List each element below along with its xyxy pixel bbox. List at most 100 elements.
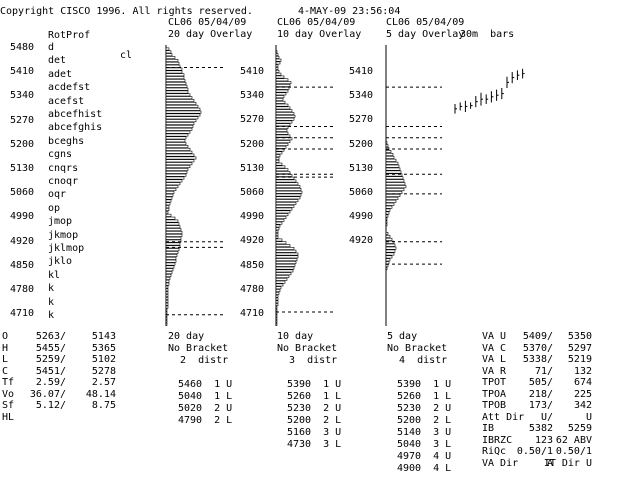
price-label: 4920 [10, 235, 35, 247]
panel-10-profile-bar [275, 190, 303, 194]
distr-row: 4730 3 L [287, 439, 342, 450]
panel-20-profile-bar [165, 136, 187, 140]
panel-5-profile-bar [385, 255, 393, 259]
panel-20-profile-bar [165, 96, 193, 100]
panel-20-profile-bar [165, 282, 170, 286]
stat-label: VA R [482, 365, 507, 377]
panel-20-title: 20 day Overlay [168, 29, 253, 40]
price-label: 4920 [349, 235, 374, 247]
price-label: 5130 [349, 162, 374, 174]
panel-20-profile-bar [165, 76, 185, 80]
panel-10-profile-bar [275, 275, 290, 278]
panel-10-profile-bar [275, 204, 295, 208]
rot-letter-row: adet [48, 68, 73, 80]
panel-10-profile-bar [275, 154, 281, 158]
panel-10-profile-bar [275, 64, 279, 68]
panel-5-profile-bar [385, 196, 399, 200]
panel-20-profile-bar [165, 239, 182, 243]
panel-20-profile-bar [165, 139, 186, 143]
panel-10-profile-bar [275, 221, 283, 225]
panel-20-profile-bar [165, 173, 187, 177]
price-label: 5130 [240, 162, 265, 174]
distr-row: 5020 2 U [178, 403, 233, 414]
panel-10-profile-bar [275, 188, 302, 191]
panel-20-profile-bar [165, 150, 193, 154]
stat-value-1: 5263/ [35, 331, 66, 342]
panel-5-profile-bar [385, 249, 396, 253]
panel-10-profile-bar [275, 179, 297, 183]
panel-5-profile-bar [385, 243, 396, 247]
rotprof-title: RotProf [48, 30, 91, 41]
panel-20-profile-bar [165, 56, 176, 60]
stat-value-1: 5.12/ [35, 400, 66, 411]
panel-10-profile-bar [275, 129, 288, 132]
stat-label: TPOT [482, 377, 507, 388]
panel-20-profile-bar [165, 299, 169, 303]
stat-label: TPOA [482, 388, 507, 400]
rot-letter-row: bceghs [48, 135, 85, 147]
distr-row: 5200 2 L [287, 415, 342, 426]
panel-10-profile-bar [275, 171, 291, 174]
panel-5-profile-bar [385, 176, 404, 180]
copyright-text: Copyright CISCO 1996. All rights reserve… [0, 6, 253, 17]
price-label: 5410 [349, 66, 374, 77]
panel-20-profile-bar [165, 199, 172, 203]
panel-20-profile-bar [165, 47, 170, 51]
panel-10-profile-bar [275, 232, 279, 236]
panel-5-profile-bar [385, 164, 400, 168]
rot-letter-row: oqr [48, 189, 67, 201]
panel-20-profile-bar [165, 319, 168, 323]
panel-10-profile-bar [275, 289, 281, 292]
panel-20-profile-bar [165, 279, 170, 283]
price-label: 5060 [10, 187, 35, 199]
distr-row: 4970 4 U [397, 451, 452, 462]
price-label: 4710 [10, 308, 35, 320]
panel-20-profile-bar [165, 133, 189, 137]
stat-label: VA L [482, 354, 507, 365]
cl-label: cl [120, 50, 133, 61]
panel-10-profile-bar [275, 50, 278, 54]
stat-label: HL [2, 411, 15, 423]
price-label: 5200 [349, 138, 374, 150]
panel-10-profile-bar [275, 227, 280, 231]
panel-20-profile-bar [165, 233, 183, 237]
panel-10-profile-bar [275, 218, 285, 222]
panel-20-profile-bar [165, 79, 186, 82]
panel-20-profile-bar [165, 219, 179, 223]
panel-20-profile-bar [165, 302, 169, 306]
distr-row: 5230 2 U [287, 403, 342, 414]
panel-10-profile-bar [275, 283, 284, 287]
panel-20-profile-bar [165, 202, 171, 206]
footer-line: 20 day [168, 331, 205, 342]
price-label: 5060 [349, 187, 374, 198]
panel-10-profile-bar [275, 185, 301, 189]
stat-value-1: 173/ [528, 400, 553, 411]
panel-20-profile-bar [165, 251, 179, 255]
rot-letter-row: acdefst [48, 82, 91, 94]
panel-20-profile-bar [165, 176, 185, 180]
panel-20-profile-bar [165, 165, 191, 168]
panel-20-profile-bar [165, 81, 187, 85]
panel-5-profile-bar [385, 264, 389, 268]
panel-5-profile-bar [385, 199, 397, 203]
panel-20-profile-bar [165, 142, 187, 146]
panel-20-profile-bar [165, 122, 195, 125]
panel-20-profile-bar [165, 305, 169, 309]
footer-line: 2 distr [168, 355, 229, 366]
panel-10-profile-bar [275, 322, 278, 326]
panel-20-profile-bar [165, 259, 177, 263]
panel-5-header: CL06 05/04/09 [386, 17, 465, 28]
panel-10-profile-bar [275, 123, 291, 127]
stat-value-2: 225 [573, 388, 592, 400]
panel-5-profile-bar [385, 223, 388, 227]
stat-value-2: 5365 [91, 342, 116, 354]
panel-20-profile-bar [165, 73, 185, 77]
panel-20-profile-bar [165, 145, 189, 148]
panel-10-profile-bar [275, 297, 279, 301]
stat-value-1: 2.59/ [35, 377, 66, 388]
panel-20-profile-bar [165, 236, 182, 240]
panel-10-profile-bar [275, 140, 291, 144]
price-label: 4990 [10, 211, 35, 223]
panel-20-profile-bar [165, 271, 173, 275]
price-label: 4990 [240, 211, 265, 223]
